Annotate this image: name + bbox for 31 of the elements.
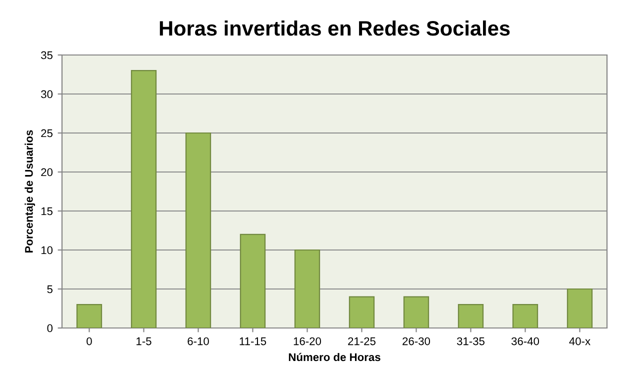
bar <box>130 70 157 328</box>
x-tick-label: 16-20 <box>294 337 322 346</box>
y-tick-label: 35 <box>41 51 53 60</box>
bar <box>185 132 212 328</box>
y-tick-label: 25 <box>41 129 53 138</box>
y-axis-title: Porcentaje de Usuarios <box>24 130 36 253</box>
x-tick-label: 26-30 <box>402 337 430 346</box>
x-tick-label: 31-35 <box>456 337 484 346</box>
bar <box>566 288 593 328</box>
y-tick-label: 30 <box>41 90 53 98</box>
x-tick-label: 6-10 <box>188 337 209 346</box>
bar <box>512 304 538 328</box>
y-tick-label: 15 <box>41 207 53 216</box>
bar <box>348 296 375 328</box>
y-tick-label: 10 <box>41 246 53 254</box>
x-tick-label: 0 <box>86 337 92 346</box>
y-tick-label: 0 <box>47 324 53 332</box>
bar <box>240 234 266 328</box>
x-axis-title: Número de Horas <box>288 352 380 362</box>
bar <box>403 296 430 328</box>
bar <box>458 304 484 328</box>
x-tick-label: 11-15 <box>240 337 266 346</box>
x-tick-label: 21-25 <box>348 337 376 346</box>
x-tick-label: 40-x <box>569 337 590 346</box>
bar <box>76 304 102 328</box>
x-tick-label: 36-40 <box>511 337 540 346</box>
y-tick-label: 5 <box>47 285 53 294</box>
bar <box>294 249 320 328</box>
chart-title: Horas invertidas en Redes Sociales <box>160 20 510 36</box>
y-tick-label: 20 <box>41 168 53 176</box>
x-tick-label: 1-5 <box>136 337 152 346</box>
